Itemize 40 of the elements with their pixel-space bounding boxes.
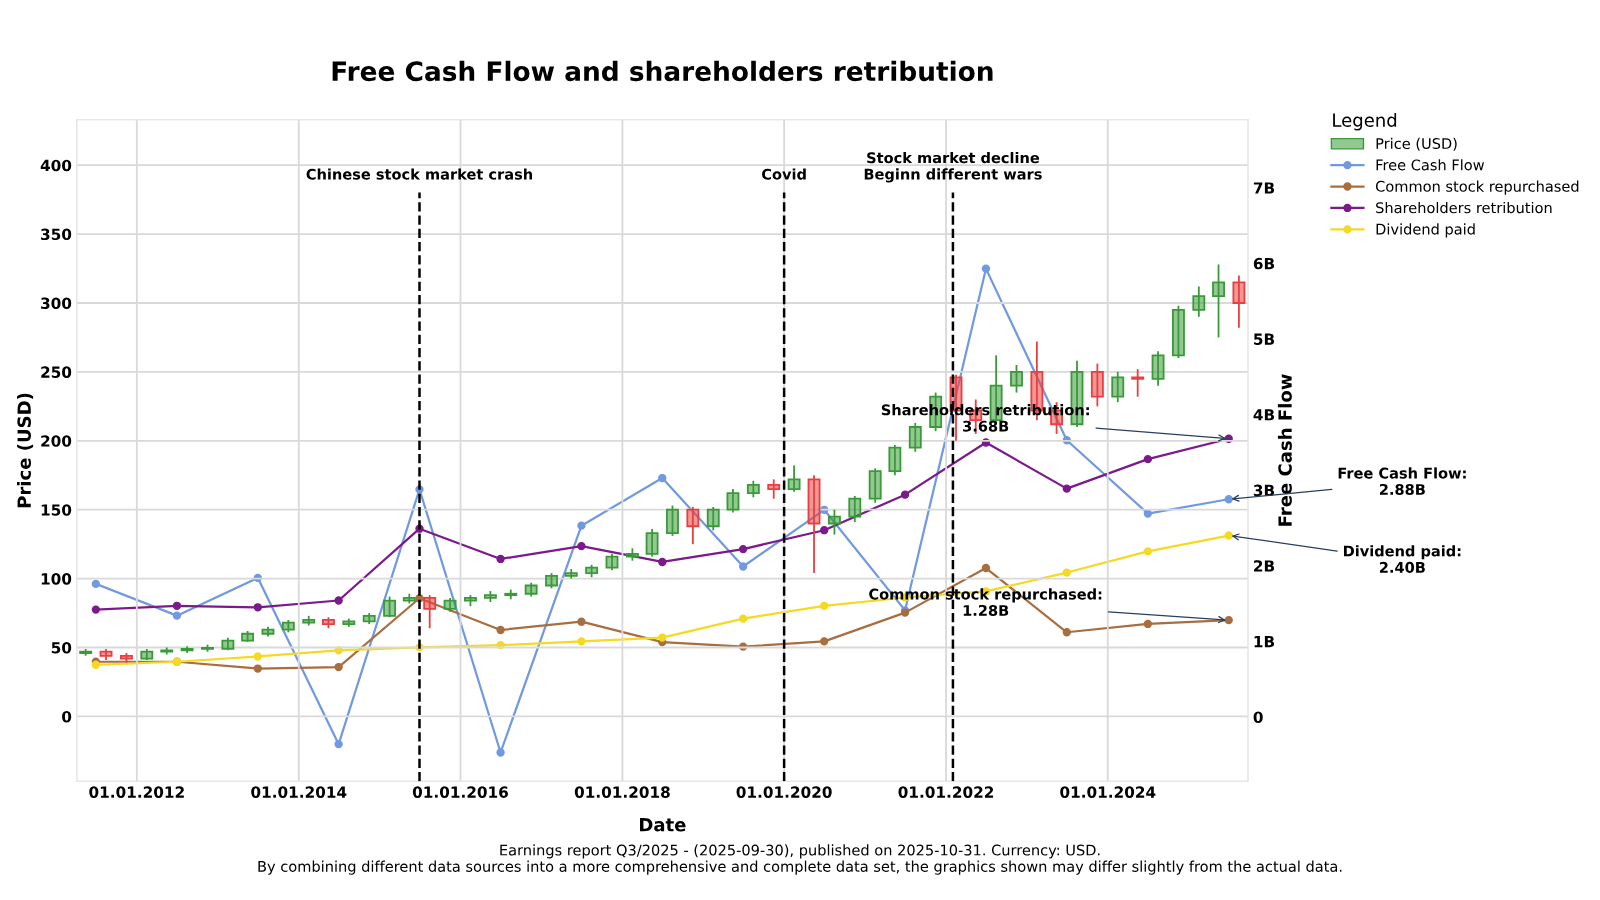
x-tick-label: 01.01.2024 [1060,786,1156,798]
legend-label: Free Cash Flow [1376,159,1484,171]
y2-tick-label: 6B [1253,257,1275,270]
x-tick-label: 01.01.2012 [89,786,184,798]
ref-line-label: Chinese stock market crash [306,168,533,180]
y-tick-label: 50 [51,641,72,654]
legend-label: Shareholders retribution [1376,201,1552,214]
legend-label: Dividend paid [1376,223,1475,238]
x-axis-title: Date [640,818,686,832]
y2-tick-label: 2B [1254,560,1275,572]
annotation: Free Cash Flow: 2.88B [1338,467,1466,495]
y-tick-label: 400 [40,159,72,172]
y-tick-label: 300 [41,297,72,310]
y2-axis-title: Free Cash Flow [1277,374,1292,526]
y-tick-label: 0 [62,710,72,723]
y2-tick-label: 0 [1253,711,1263,723]
y2-tick-label: 4B [1253,409,1275,421]
ref-line-label: Covid [762,168,806,180]
annotation: Dividend paid: 2.40B [1343,545,1461,573]
y-tick-label: 200 [41,435,72,447]
x-tick-label: 01.01.2016 [412,786,508,798]
y2-tick-label: 1B [1254,636,1275,648]
x-tick-label: 01.01.2018 [574,786,670,798]
text: Earnings report Q3/2025 - (2025-09-30), published on 2025-10-31. Currency: USD. By combining different data sources into a more comprehensive and complete data set, the graphics shown may differ slightly from the actual data. [258,844,1342,875]
legend-label: Common stock repurchased [1375,180,1579,195]
x-tick-label: 01.01.2014 [251,786,347,798]
y-axis-title: Price (USD) [17,393,34,508]
legend-label: Price (USD) [1376,137,1457,151]
y2-tick-label: 5B [1254,333,1275,345]
y-tick-label: 100 [41,573,72,585]
chart-title: Free Cash Flow and shareholders retribution [332,60,993,82]
y-tick-label: 150 [41,504,72,516]
x-tick-label: 01.01.2020 [736,786,832,798]
legend-title: Legend [1333,112,1397,131]
y2-tick-label: 7B [1253,182,1275,194]
y2-tick-label: 3B [1253,484,1275,497]
y-tick-label: 350 [41,228,72,241]
x-tick-label: 01.01.2022 [898,786,994,798]
y-tick-label: 250 [41,366,72,378]
ref-line-label: Stock market decline Beginn different wars [864,151,1042,183]
